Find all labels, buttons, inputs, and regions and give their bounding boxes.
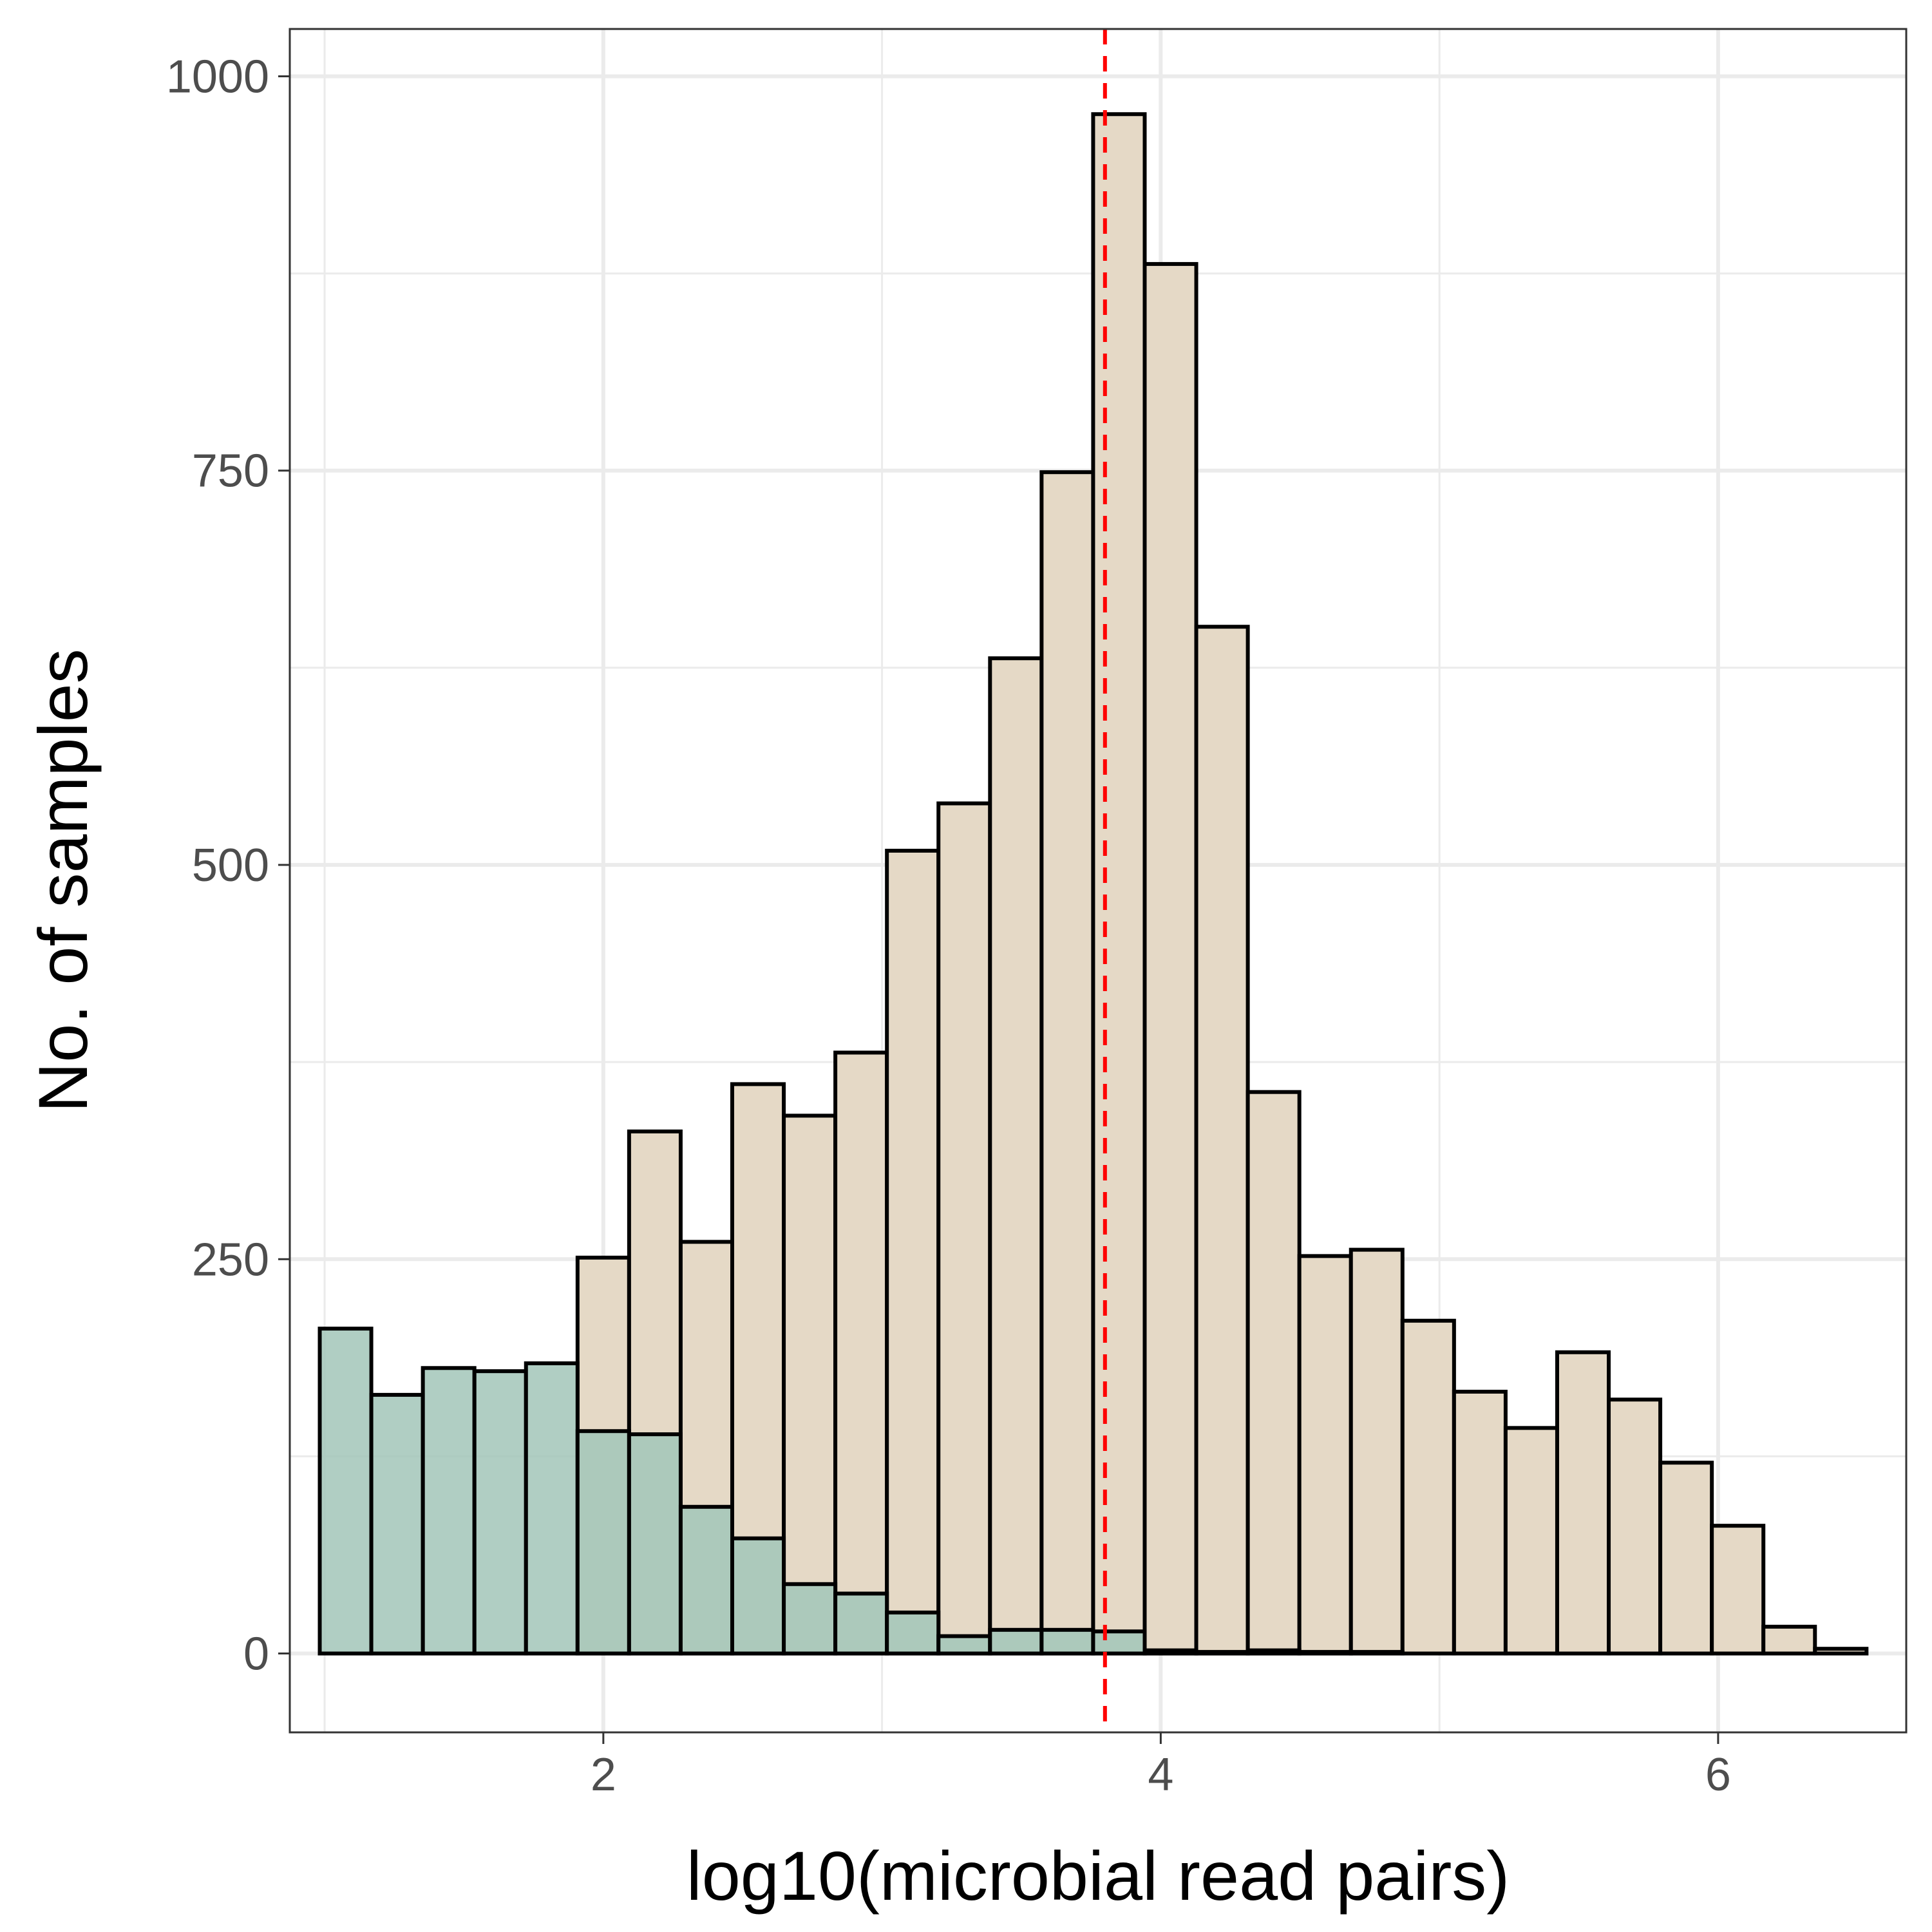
histogram-bar — [1658, 1461, 1714, 1656]
y-axis-title: No. of samples — [24, 649, 102, 1112]
y-tick-label: 0 — [243, 1629, 269, 1680]
histogram-bar — [421, 1366, 477, 1656]
histogram-bar — [1039, 470, 1095, 1656]
histogram-bar — [678, 1504, 735, 1656]
histogram-bar — [627, 1432, 683, 1656]
axis-ticks: 2 4 6 0 250 500 750 1000 — [166, 51, 1731, 1801]
histogram-bar — [885, 1610, 941, 1656]
histogram-bar — [1349, 1247, 1405, 1656]
histogram-bar — [1297, 1254, 1353, 1656]
histogram-bar — [1194, 625, 1250, 1656]
histogram-bar — [524, 1361, 580, 1656]
y-tick-label: 500 — [192, 840, 269, 891]
histogram-bar — [936, 801, 992, 1656]
histogram-bar — [1039, 1627, 1095, 1656]
histogram-bar — [472, 1369, 528, 1656]
histogram-bar — [782, 1582, 838, 1656]
histogram-bar — [1607, 1397, 1663, 1656]
histogram-bar — [1091, 1629, 1147, 1656]
y-tick-label: 250 — [192, 1234, 269, 1285]
histogram-bar — [1349, 1650, 1405, 1656]
histogram-bar — [988, 1627, 1044, 1656]
histogram-bar — [1555, 1350, 1611, 1656]
plot-panel-border — [289, 28, 1908, 1734]
histogram-bar — [1761, 1624, 1817, 1656]
histogram-bar — [1710, 1524, 1766, 1656]
histogram-bar — [1091, 112, 1147, 1656]
x-tick-label: 4 — [1148, 1749, 1173, 1801]
histogram-bar — [317, 1327, 374, 1656]
histogram-bar — [1400, 1318, 1456, 1656]
x-tick-label: 2 — [591, 1749, 616, 1801]
x-axis-title: log10(microbial read pairs) — [687, 1837, 1510, 1915]
histogram-bar — [1503, 1426, 1559, 1656]
histogram-bar — [988, 656, 1044, 1656]
histogram-bar — [369, 1392, 425, 1656]
histogram-bars — [317, 112, 1869, 1656]
y-tick-label: 750 — [192, 446, 269, 497]
histogram-bar — [1245, 1648, 1302, 1656]
histogram-bar — [1452, 1390, 1508, 1656]
histogram-bar — [1245, 1090, 1302, 1656]
histogram-bar — [1297, 1650, 1353, 1656]
histogram-bar — [1142, 261, 1198, 1656]
histogram-bar — [885, 848, 941, 1656]
histogram-bar — [1142, 1648, 1198, 1656]
histogram-bar — [1194, 1650, 1250, 1656]
histogram-bar — [1813, 1647, 1869, 1656]
histogram-bar — [730, 1536, 786, 1656]
histogram-bar — [833, 1050, 889, 1656]
histogram-bar — [936, 1634, 992, 1656]
histogram-bar — [833, 1591, 889, 1656]
y-tick-label: 1000 — [166, 51, 269, 102]
x-tick-label: 6 — [1705, 1749, 1731, 1801]
histogram-bar — [782, 1113, 838, 1656]
histogram-bar — [575, 1429, 631, 1656]
